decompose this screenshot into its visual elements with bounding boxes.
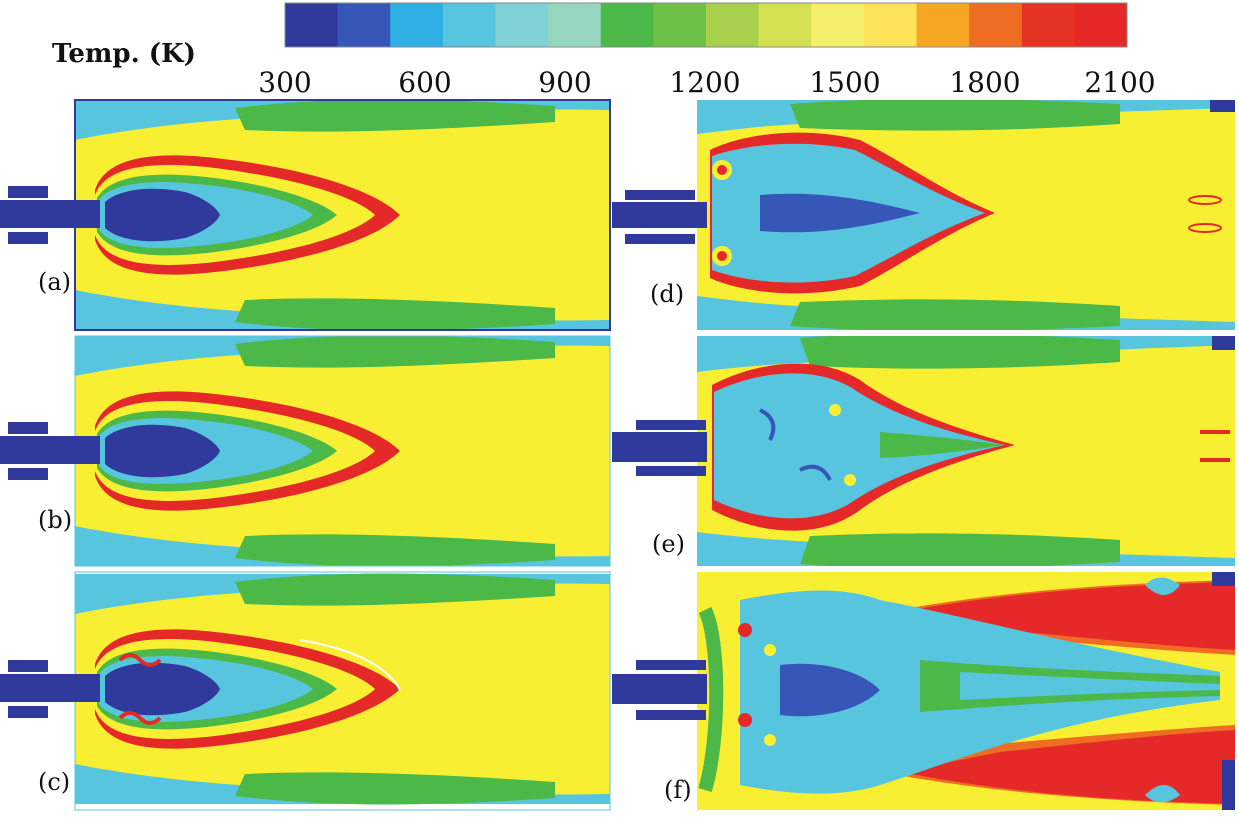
colorbar-swatch	[548, 3, 602, 47]
panel-e: (e)	[612, 336, 1235, 566]
colorbar-title: Temp. (K)	[52, 39, 196, 69]
nozzle	[612, 420, 707, 476]
colorbar-tick-label: 900	[538, 66, 591, 99]
panel-c: (c)	[0, 571, 611, 811]
colorbar-tick-label: 1800	[949, 66, 1020, 99]
colorbar-swatches	[285, 3, 1128, 47]
colorbar-swatch	[969, 3, 1023, 47]
nozzle	[612, 190, 707, 244]
nozzle	[0, 422, 100, 480]
colorbar-swatch	[653, 3, 707, 47]
colorbar-swatch	[916, 3, 970, 47]
colorbar-tick-label: 1500	[809, 66, 880, 99]
panel-f: (f)	[612, 572, 1235, 810]
nozzle	[0, 186, 100, 244]
colorbar-tick-label: 1200	[669, 66, 740, 99]
panel-d: (d)	[612, 100, 1235, 330]
colorbar-swatch	[442, 3, 497, 47]
panel-b: (b)	[0, 335, 611, 567]
colorbar-frame	[284, 2, 1128, 48]
colorbar-tick-label: 300	[258, 66, 311, 99]
colorbar: Temp. (K) 300 600 900 1200 1500 1800 210…	[52, 2, 1156, 99]
panel-a: (a)	[0, 99, 611, 331]
colorbar-swatch	[706, 3, 760, 47]
colorbar-swatch	[863, 3, 918, 47]
colorbar-swatch	[285, 3, 339, 47]
colorbar-swatch	[1021, 3, 1075, 47]
panel-label-d: (d)	[650, 280, 684, 308]
nozzle	[612, 660, 707, 720]
colorbar-swatch	[600, 3, 654, 47]
colorbar-swatch	[1074, 3, 1128, 47]
panel-label-e: (e)	[652, 530, 685, 558]
colorbar-swatch	[337, 3, 391, 47]
colorbar-tick-label: 2100	[1084, 66, 1155, 99]
panel-label-b: (b)	[38, 506, 72, 534]
panel-label-a: (a)	[38, 268, 71, 296]
nozzle	[0, 660, 100, 718]
colorbar-swatch	[758, 3, 812, 47]
colorbar-swatch	[495, 3, 549, 47]
colorbar-swatch	[390, 3, 444, 47]
panel-label-c: (c)	[38, 768, 70, 796]
colorbar-tick-label: 600	[398, 66, 451, 99]
panel-label-f: (f)	[664, 776, 692, 804]
colorbar-swatch	[811, 3, 865, 47]
